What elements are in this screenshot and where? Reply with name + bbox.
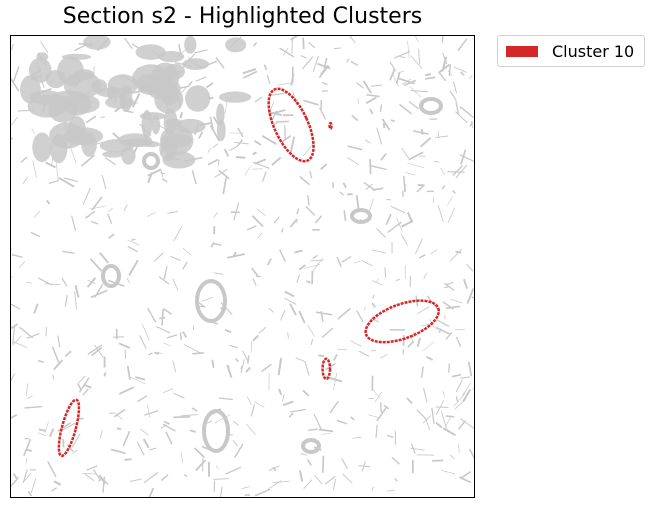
cluster-0-region-1 <box>364 299 441 344</box>
chart-title: Section s2 - Highlighted Clusters <box>62 4 423 29</box>
cluster-0-region-3 <box>57 398 81 458</box>
cluster-0-region-0 <box>267 87 315 163</box>
legend: Cluster 10 <box>497 35 645 67</box>
legend-swatch-cluster-10 <box>506 46 538 57</box>
tissue-scatter <box>11 36 474 497</box>
cluster-0-region-2 <box>321 357 332 381</box>
tissue-background <box>11 36 474 497</box>
legend-label-cluster-10: Cluster 10 <box>552 42 635 61</box>
plot-area <box>10 35 475 498</box>
cluster-0-region-4 <box>328 121 333 130</box>
